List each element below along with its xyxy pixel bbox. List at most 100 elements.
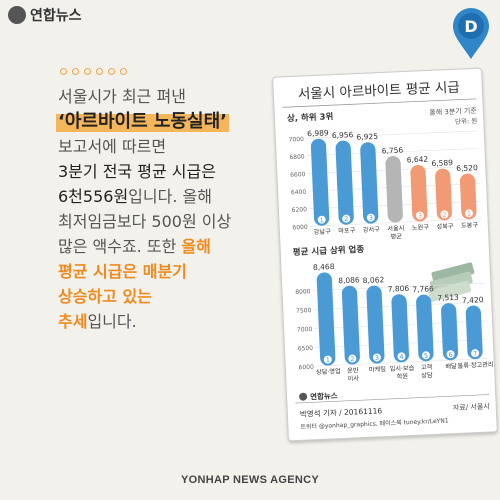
data-label: 6,589 [431,158,453,168]
story-line-10a: 추세 [58,312,88,331]
story-line-5a: 6천556원 [58,187,129,206]
money-stack-icon [428,262,475,302]
chart1-title: 상, 하위 3위 [287,111,334,124]
story-line-4: 3분기 전국 평균 시급은 [58,162,216,181]
story-line-10b: 입니다. [87,312,137,331]
story-line-5b: 입니다. 올해 [128,187,212,206]
bar [385,156,403,223]
data-label: 7,806 [388,284,410,294]
y-tick-label: 6600 [290,171,306,179]
data-label: 6,925 [356,132,378,142]
decorative-dots [60,68,127,75]
chart1-bars: 7000 6800 6600 6400 6200 6000 6,989 1 강남구 6,956 2 마… [288,128,482,241]
dot-icon [120,68,127,75]
y-tick-label: 6800 [289,154,305,162]
category-label: 상담·영업 [316,367,341,376]
rank-badge [371,352,382,363]
category-label: 마포구 [338,226,356,235]
category-label: 운반 [347,366,359,375]
source-text: 자료/ 서울시 [453,402,490,413]
data-label: 7,420 [462,295,484,305]
category-label: 상담 [421,371,433,380]
rank-badge [439,209,450,220]
data-label: 6,756 [382,146,404,156]
rank-label: 6 [448,351,452,359]
dot-icon [72,68,79,75]
rank-label: 1 [467,210,471,218]
logo-text: 연합뉴스 [30,8,82,24]
y-tick-label: 6200 [292,206,308,214]
gridline [309,218,482,227]
data-label: 8,086 [338,275,360,285]
y-tick-label: 7000 [288,136,304,144]
rank-label: 2 [442,211,446,219]
rank-badge [347,353,358,364]
bar [391,294,410,363]
story-line-7b: 올해 [181,237,211,256]
bar [416,294,434,362]
data-label: 8,062 [363,275,385,285]
category-label: 도봉구 [461,221,479,230]
map-pin-icon: D [453,8,489,59]
chart2-title: 평균 시급 상위 업종 [293,244,365,258]
gridline [305,130,478,139]
card-logo-mark-icon [299,392,308,401]
bar [366,285,385,364]
story-highlight: ‘아르바이트 노동실태’ [56,111,229,132]
rank-label: 4 [399,353,403,361]
rank-label: 1 [326,356,330,364]
rank-badge [341,213,352,224]
category-label: 배달 [445,362,457,371]
title-divider [282,98,477,108]
card-title: 서울시 아르바이트 평균 시급 [298,80,460,103]
bar [310,138,330,226]
infographic-card: 서울시 아르바이트 평균 시급 상, 하위 3위 올해 3분기 기준 단위: 원… [272,67,498,442]
y-tick-label: 6500 [298,345,314,353]
footer-divider [295,394,490,404]
bar [341,285,360,365]
story-line-6: 최저임금보다 500원 이상 [58,212,232,231]
category-label: 노원구 [412,223,430,232]
rank-label: 3 [375,354,379,362]
bar [360,142,379,224]
category-label: 강서구 [363,225,381,234]
rank-badge [396,351,407,362]
gridline [312,282,485,291]
bar [465,305,483,360]
bar [410,164,428,222]
category-label: 고객 [421,364,433,372]
story-text: 서울시가 최근 펴낸 ‘아르바이트 노동실태’ 보고서에 따르면 3분기 전국 … [56,84,258,334]
rank-badge [316,214,327,225]
y-tick-label: 6000 [298,364,314,372]
card-charts: 서울시 아르바이트 평균 시급 상, 하위 3위 올해 3분기 기준 단위: 원… [282,80,494,431]
dot-icon [96,68,103,75]
story-line-1: 서울시가 최근 펴낸 [58,87,186,106]
card-logo-text: 연합뉴스 [310,390,338,401]
footer-agency: YONHAP NEWS AGENCY [180,474,320,486]
data-label: 6,989 [307,128,329,138]
category-label: 강남구 [314,227,332,236]
story-line-9: 상승하고 있는 [58,287,152,306]
chart1-note: 올해 3분기 기준 [429,106,477,117]
category-label: 마케팅 [369,365,386,374]
rank-badge [470,348,481,359]
y-tick-label: 8000 [295,288,311,296]
gridline [306,148,479,157]
rank-label: 7 [473,350,477,358]
bar [459,173,477,220]
category-label: 학원 [396,372,408,381]
dot-icon [108,68,115,75]
story-line-8: 평균 시급은 매분기 [58,262,187,281]
credit-line-1: 박영석 기자 / 20161116 [300,405,383,419]
rank-label: 3 [369,214,373,222]
rank-label: 3 [418,212,422,220]
bar [435,168,452,221]
rank-label: 5 [424,352,428,360]
dot-icon [60,68,67,75]
category-label: 물류·창고관리 [457,360,493,370]
rank-badge [463,208,474,219]
rank-badge [414,210,425,221]
rank-badge [322,354,333,365]
category-label: 서울시 [387,224,404,233]
y-tick-label: 6400 [291,189,307,197]
